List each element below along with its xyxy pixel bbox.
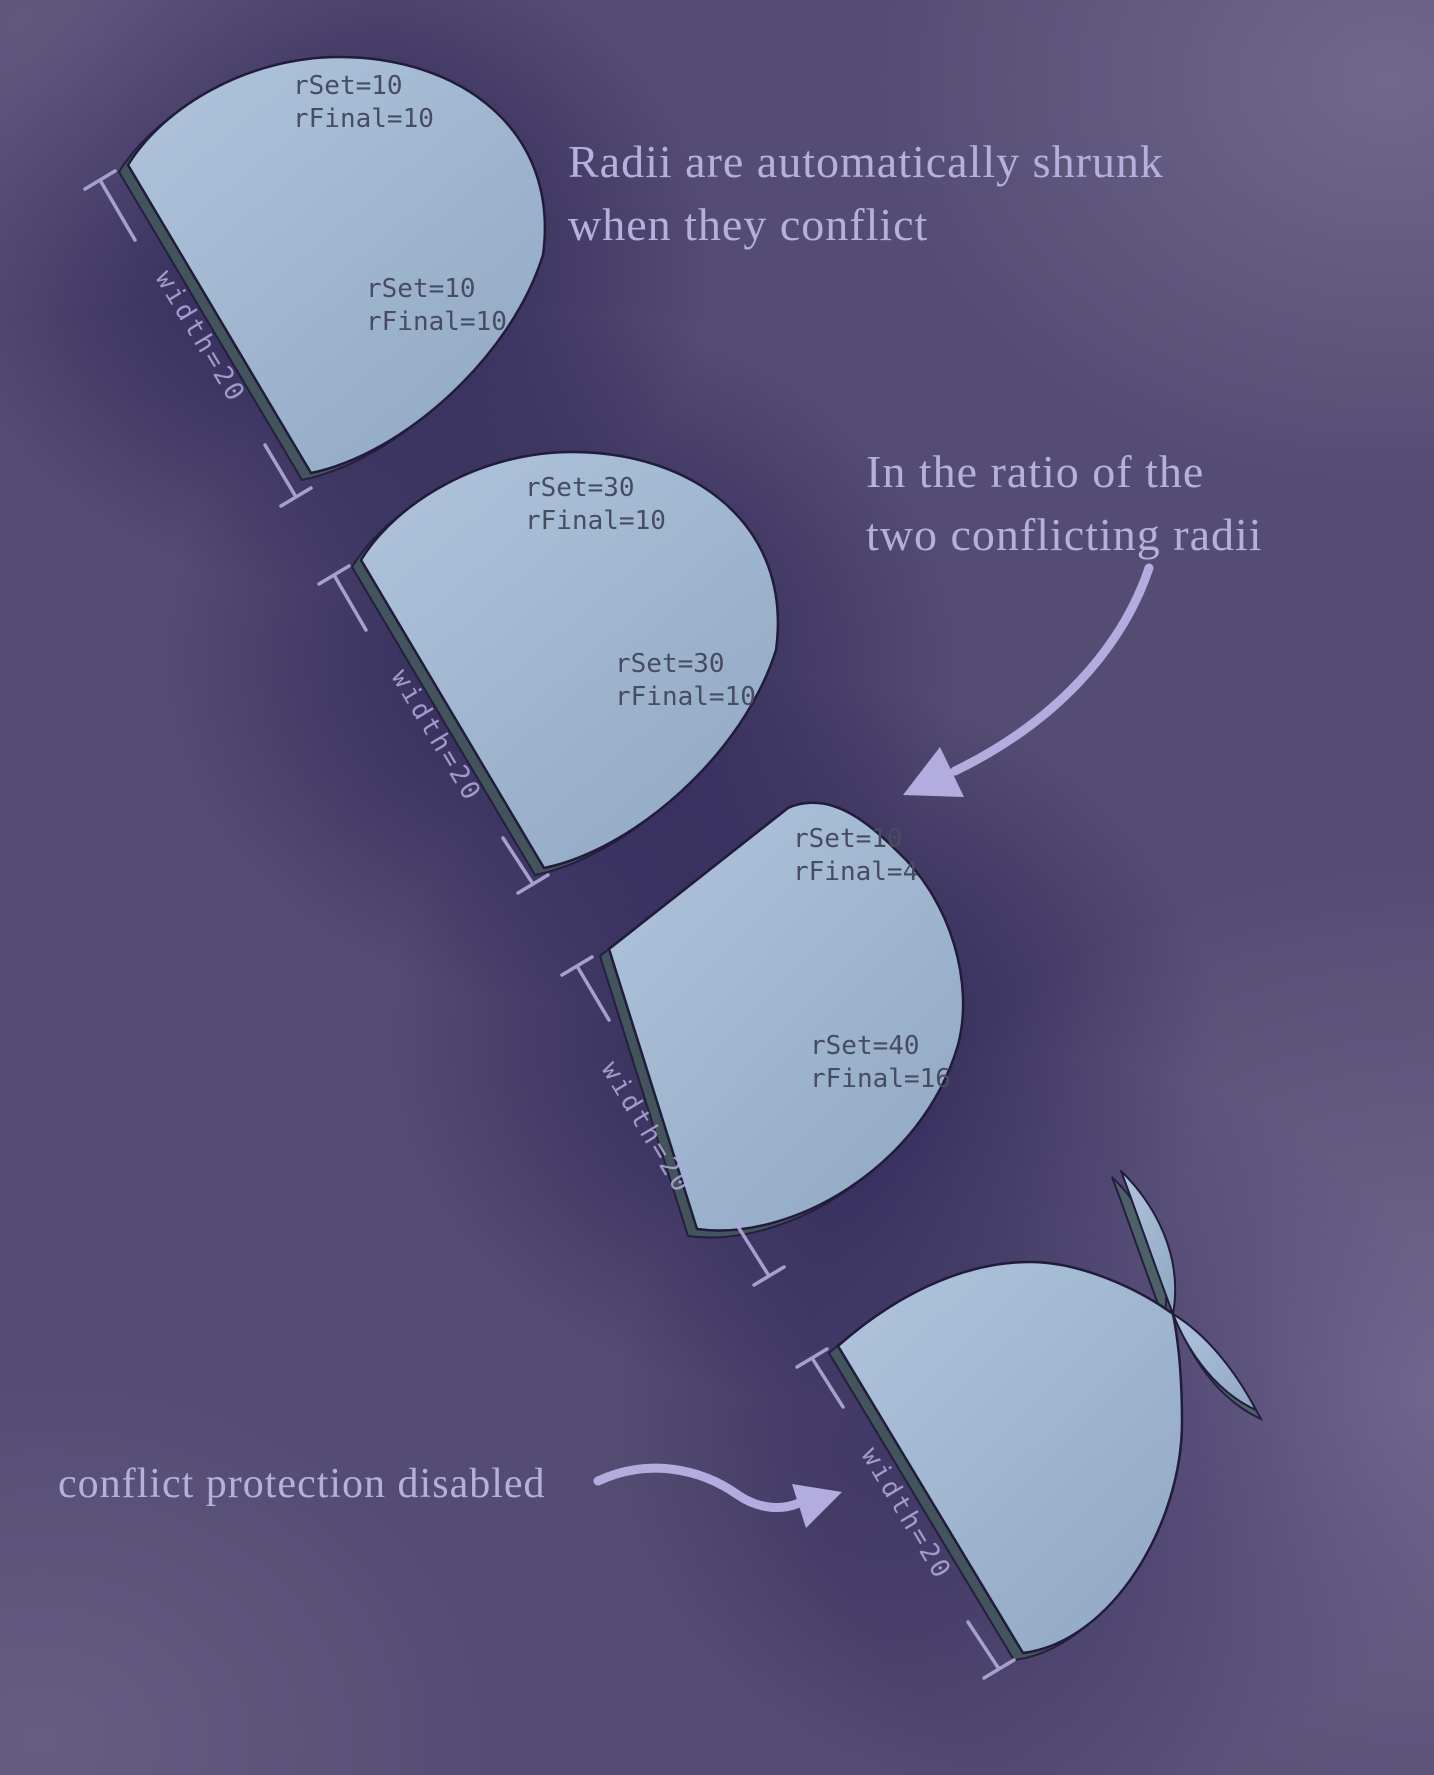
shape2-top-radius-label: rSet=30 rFinal=10 bbox=[525, 473, 666, 536]
plate-4-tail-lower bbox=[1172, 1313, 1257, 1411]
ratio-note-arrow bbox=[950, 563, 1154, 776]
plate-4-conflicting bbox=[828, 1170, 1262, 1661]
disabled-note-arrowhead-icon bbox=[792, 1484, 842, 1528]
shape3-bottom-radius-label: rSet=40 rFinal=16 bbox=[810, 1031, 951, 1094]
shape1-bottom-radius-label: rSet=10 rFinal=10 bbox=[366, 274, 507, 337]
title-note: Radii are automatically shrunk when they… bbox=[568, 136, 1164, 250]
ratio-note-arrowhead-icon bbox=[903, 747, 964, 797]
dim-tick-shape1-bottom bbox=[263, 443, 313, 508]
width-dimension-ticks bbox=[83, 169, 1016, 1680]
dim-tick-shape4-bottom bbox=[966, 1620, 1016, 1680]
ratio-note: In the ratio of the two conflicting radi… bbox=[866, 446, 1263, 560]
shape3-top-radius-label: rSet=10 rFinal=4 bbox=[793, 824, 919, 887]
shape1-top-radius-label: rSet=10 rFinal=10 bbox=[293, 71, 434, 134]
dim-tick-shape2-top bbox=[317, 564, 368, 632]
shape2-bottom-radius-label: rSet=30 rFinal=10 bbox=[615, 649, 756, 712]
disabled-note-arrow bbox=[593, 1463, 804, 1512]
dim-tick-shape3-top bbox=[560, 955, 611, 1022]
dim-tick-shape4-top bbox=[795, 1347, 845, 1409]
annotation-arrows bbox=[593, 563, 1154, 1528]
dim-tick-shape2-bottom bbox=[501, 836, 550, 895]
dim-tick-shape3-bottom bbox=[735, 1223, 786, 1287]
disabled-note: conflict protection disabled bbox=[58, 1461, 546, 1507]
dim-tick-shape1-top bbox=[83, 169, 137, 242]
